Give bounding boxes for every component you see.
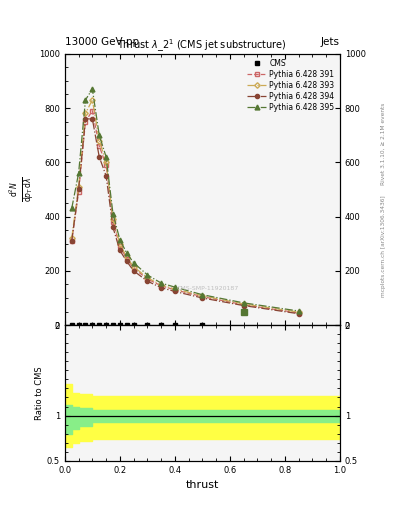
Pythia 6.428 391 xyxy=(200,293,205,300)
Pythia 6.428 394 xyxy=(111,224,116,230)
Pythia 6.428 391 xyxy=(90,108,95,114)
Pythia 6.428 395 xyxy=(118,237,122,243)
Pythia 6.428 394 xyxy=(296,311,301,317)
Pythia 6.428 393 xyxy=(125,254,129,260)
Pythia 6.428 391 xyxy=(118,243,122,249)
Pythia 6.428 394 xyxy=(118,247,122,253)
Pythia 6.428 391 xyxy=(131,265,136,271)
Pythia 6.428 394 xyxy=(97,154,101,160)
Pythia 6.428 393 xyxy=(104,159,108,165)
Pythia 6.428 394 xyxy=(125,258,129,264)
CMS xyxy=(69,322,74,328)
Pythia 6.428 393 xyxy=(118,241,122,247)
Y-axis label: $\mathrm{d}^2 N$
$\overline{\mathrm{d}p_T\,\mathrm{d}\lambda}$: $\mathrm{d}^2 N$ $\overline{\mathrm{d}p_… xyxy=(7,177,36,202)
Pythia 6.428 394 xyxy=(145,278,150,284)
Pythia 6.428 395 xyxy=(69,205,74,211)
Line: Pythia 6.428 395: Pythia 6.428 395 xyxy=(69,87,301,313)
Pythia 6.428 395 xyxy=(90,86,95,92)
Pythia 6.428 393 xyxy=(69,235,74,241)
CMS xyxy=(200,322,205,328)
Pythia 6.428 395 xyxy=(159,280,163,286)
Pythia 6.428 394 xyxy=(159,285,163,291)
Pythia 6.428 393 xyxy=(76,184,81,190)
Pythia 6.428 395 xyxy=(296,308,301,314)
CMS xyxy=(145,322,150,328)
Pythia 6.428 395 xyxy=(173,284,177,290)
Pythia 6.428 394 xyxy=(173,288,177,294)
Line: Pythia 6.428 394: Pythia 6.428 394 xyxy=(70,117,301,316)
Pythia 6.428 395 xyxy=(76,170,81,176)
Pythia 6.428 391 xyxy=(69,238,74,244)
Pythia 6.428 391 xyxy=(83,118,88,124)
Pythia 6.428 394 xyxy=(131,268,136,274)
Pythia 6.428 395 xyxy=(125,250,129,257)
Pythia 6.428 391 xyxy=(111,219,116,225)
CMS xyxy=(118,322,122,328)
Pythia 6.428 395 xyxy=(83,97,88,103)
CMS xyxy=(83,322,88,328)
Pythia 6.428 394 xyxy=(104,173,108,179)
CMS xyxy=(90,322,95,328)
Pythia 6.428 395 xyxy=(241,300,246,306)
Text: CMS-SMP-11920187: CMS-SMP-11920187 xyxy=(177,286,239,291)
Pythia 6.428 393 xyxy=(145,274,150,281)
Text: Jets: Jets xyxy=(321,37,340,47)
Pythia 6.428 393 xyxy=(131,264,136,270)
Pythia 6.428 395 xyxy=(200,292,205,298)
Pythia 6.428 393 xyxy=(83,111,88,117)
Pythia 6.428 394 xyxy=(90,116,95,122)
Pythia 6.428 391 xyxy=(241,302,246,308)
Pythia 6.428 395 xyxy=(111,211,116,217)
Pythia 6.428 394 xyxy=(200,295,205,301)
Line: CMS: CMS xyxy=(70,323,204,327)
Pythia 6.428 394 xyxy=(83,116,88,122)
Text: mcplots.cern.ch [arXiv:1306.3436]: mcplots.cern.ch [arXiv:1306.3436] xyxy=(381,195,386,296)
CMS xyxy=(131,322,136,328)
Pythia 6.428 393 xyxy=(296,309,301,315)
Y-axis label: Ratio to CMS: Ratio to CMS xyxy=(35,366,44,420)
Pythia 6.428 391 xyxy=(145,276,150,282)
CMS xyxy=(159,322,163,328)
Line: Pythia 6.428 391: Pythia 6.428 391 xyxy=(70,109,301,315)
Pythia 6.428 393 xyxy=(173,286,177,292)
CMS xyxy=(76,322,81,328)
Pythia 6.428 394 xyxy=(69,238,74,244)
X-axis label: thrust: thrust xyxy=(186,480,219,490)
CMS xyxy=(111,322,116,328)
Pythia 6.428 391 xyxy=(125,255,129,262)
Pythia 6.428 394 xyxy=(76,186,81,193)
CMS xyxy=(173,322,177,328)
Pythia 6.428 391 xyxy=(104,162,108,168)
Text: 13000 GeV pp: 13000 GeV pp xyxy=(65,37,139,47)
Pythia 6.428 391 xyxy=(296,310,301,316)
Pythia 6.428 393 xyxy=(111,216,116,222)
Pythia 6.428 391 xyxy=(159,283,163,289)
Pythia 6.428 393 xyxy=(241,301,246,307)
Pythia 6.428 391 xyxy=(173,287,177,293)
Legend: CMS, Pythia 6.428 391, Pythia 6.428 393, Pythia 6.428 394, Pythia 6.428 395: CMS, Pythia 6.428 391, Pythia 6.428 393,… xyxy=(246,57,336,113)
Pythia 6.428 393 xyxy=(90,97,95,103)
Text: Rivet 3.1.10, ≥ 2.1M events: Rivet 3.1.10, ≥ 2.1M events xyxy=(381,102,386,184)
CMS xyxy=(97,322,101,328)
Pythia 6.428 391 xyxy=(97,143,101,149)
Pythia 6.428 393 xyxy=(200,293,205,299)
Title: Thrust $\lambda\_2^1$ (CMS jet substructure): Thrust $\lambda\_2^1$ (CMS jet substruct… xyxy=(118,37,287,54)
Pythia 6.428 395 xyxy=(97,132,101,138)
Pythia 6.428 393 xyxy=(97,138,101,144)
Pythia 6.428 394 xyxy=(241,303,246,309)
Pythia 6.428 395 xyxy=(131,260,136,266)
Line: Pythia 6.428 393: Pythia 6.428 393 xyxy=(70,98,301,314)
CMS xyxy=(125,322,129,328)
CMS xyxy=(104,322,108,328)
Pythia 6.428 391 xyxy=(76,189,81,195)
Pythia 6.428 393 xyxy=(159,282,163,288)
Pythia 6.428 395 xyxy=(145,272,150,278)
Pythia 6.428 395 xyxy=(104,154,108,160)
